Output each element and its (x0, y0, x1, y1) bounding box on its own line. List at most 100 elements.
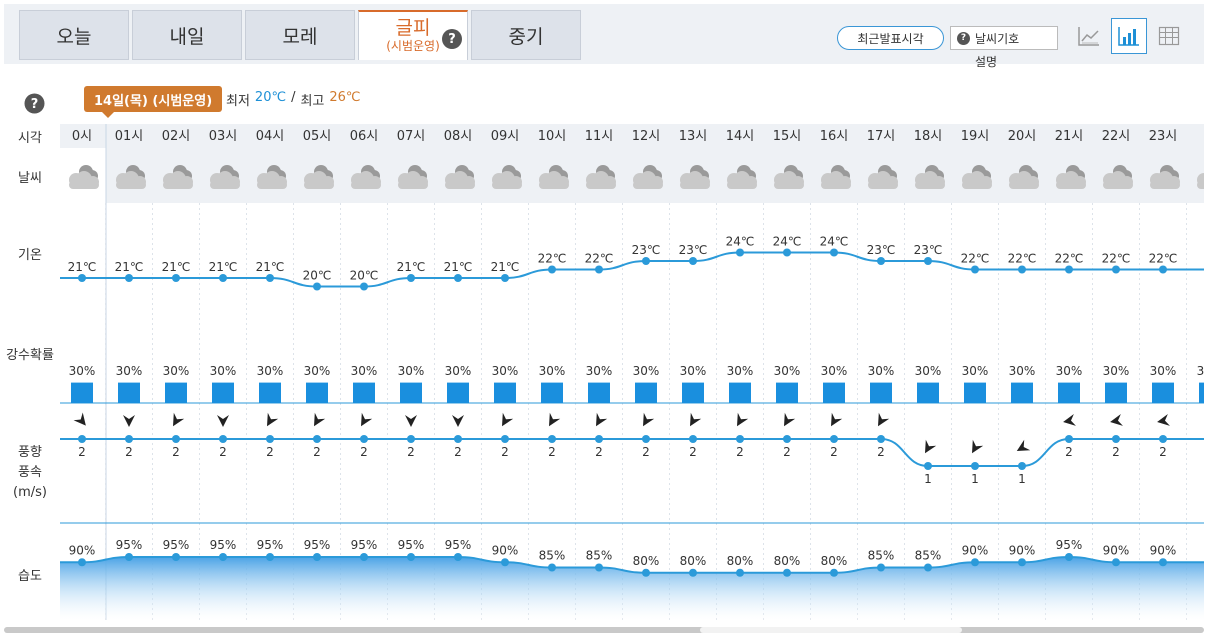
weather-row-label: 날씨 (18, 171, 42, 186)
wind-direction-arrow-icon (972, 439, 984, 454)
temperature-point (407, 274, 415, 282)
humidity-label: 90% (1103, 543, 1130, 557)
help-icon[interactable]: ? (442, 29, 462, 49)
wind-speed-point (548, 435, 556, 443)
humidity-point (736, 568, 744, 577)
hour-label: 22시 (1102, 129, 1131, 144)
hour-label: 23시 (1149, 129, 1178, 144)
humidity-label: 95% (1056, 538, 1083, 552)
hour-label: 14시 (726, 129, 755, 144)
wind-speed-label: 2 (454, 445, 462, 459)
temperature-point (1065, 265, 1073, 274)
cloudy-icon (962, 165, 992, 189)
wind-speed-point (642, 435, 650, 443)
precip-label: 30% (727, 364, 754, 378)
humidity-area (60, 557, 1210, 620)
precip-label: 30% (492, 364, 519, 378)
hour-label: 15시 (773, 129, 802, 144)
humidity-point (1018, 558, 1026, 567)
wind-speed-point (689, 435, 697, 443)
latest-release-button[interactable]: 최근발표시각 (837, 26, 944, 50)
max-label: 최고 (300, 94, 325, 109)
wind-direction-arrow-icon (361, 412, 373, 427)
weather-symbol-button[interactable]: ? 날씨기호 (950, 26, 1058, 50)
precip-bar (306, 382, 328, 403)
wind-speed-label: 2 (407, 445, 415, 459)
wind-direction-arrow-icon (831, 412, 843, 427)
wind-direction-arrow-icon (267, 412, 279, 427)
humidity-point (924, 563, 932, 572)
line-chart-view-button[interactable] (1071, 18, 1107, 54)
cloudy-icon (821, 165, 851, 189)
precip-label: 30% (1103, 364, 1130, 378)
temperature-label: 22℃ (585, 252, 614, 266)
precip-label: 30% (69, 364, 96, 378)
max-temperature: 26℃ (329, 90, 361, 105)
wind-speed-point (78, 435, 86, 443)
temperature-label: 21℃ (256, 260, 285, 274)
hour-label: 19시 (961, 129, 990, 144)
temperature-point (219, 274, 227, 282)
humidity-point (642, 568, 650, 577)
humidity-point (689, 568, 697, 577)
min-label: 최저 (226, 94, 250, 109)
wind-speed-label: 2 (830, 445, 838, 459)
wind-direction-arrow-icon (173, 412, 185, 427)
temperature-label: 23℃ (632, 243, 661, 257)
precip-bar (823, 382, 845, 403)
bar-chart-icon (1118, 27, 1139, 46)
table-view-button[interactable] (1151, 18, 1187, 54)
temperature-point (360, 282, 368, 291)
wind-direction-arrow-icon (123, 415, 135, 427)
humidity-point (219, 553, 227, 561)
temperature-point (501, 274, 509, 282)
wind-speed-label: 2 (783, 445, 791, 459)
temperature-point (689, 257, 697, 265)
precip-label: 30% (586, 364, 613, 378)
cloudy-icon (1103, 165, 1133, 189)
humidity-point (454, 553, 462, 561)
precip-label: 30% (257, 364, 284, 378)
horizontal-scrollbar[interactable] (4, 627, 1204, 633)
tab-tomorrow[interactable]: 내일 (132, 10, 242, 60)
precip-bar (964, 382, 986, 403)
humidity-label: 90% (1009, 543, 1036, 557)
tab-midterm[interactable]: 중기 (471, 10, 581, 60)
help-icon: ? (957, 31, 970, 45)
humidity-point (1159, 558, 1167, 567)
wind-speed-point (501, 435, 509, 443)
temperature-label: 24℃ (773, 235, 802, 249)
precip-label: 30% (1150, 364, 1177, 378)
wind-speed-point (783, 435, 791, 443)
wind-speed-point (1112, 435, 1120, 443)
humidity-point (313, 553, 321, 561)
precip-bar (917, 382, 939, 403)
weather-symbol-label: 날씨기호 (975, 31, 1020, 46)
humidity-point (501, 558, 509, 567)
wind-speed-label: 2 (360, 445, 368, 459)
tab-day-after[interactable]: 모레 (245, 10, 355, 60)
wind-speed-line (60, 438, 1210, 467)
wind-speed-label: 2 (313, 445, 321, 459)
wind-speed-label: 1 (924, 472, 932, 486)
tab-today[interactable]: 오늘 (19, 10, 129, 60)
precip-bar (776, 382, 798, 403)
tab-sublabel: (시범운영) (386, 39, 440, 53)
help-icon[interactable]: ? (24, 93, 45, 114)
humidity-point (595, 563, 603, 572)
scrollbar-thumb[interactable] (700, 627, 962, 633)
cloudy-icon (69, 165, 99, 189)
temperature-point (1159, 265, 1167, 274)
precip-label: 30% (539, 364, 566, 378)
wind-speed-point (266, 435, 274, 443)
humidity-row-label: 습도 (18, 569, 42, 584)
humidity-label: 80% (774, 554, 801, 568)
wind-speed-point (125, 435, 133, 443)
humidity-label: 95% (398, 538, 425, 552)
bar-chart-view-button[interactable] (1111, 18, 1147, 54)
time-row-label: 시각 (18, 131, 42, 146)
temperature-label: 21℃ (444, 260, 473, 274)
humidity-point (266, 553, 274, 561)
temperature-point (313, 282, 321, 291)
